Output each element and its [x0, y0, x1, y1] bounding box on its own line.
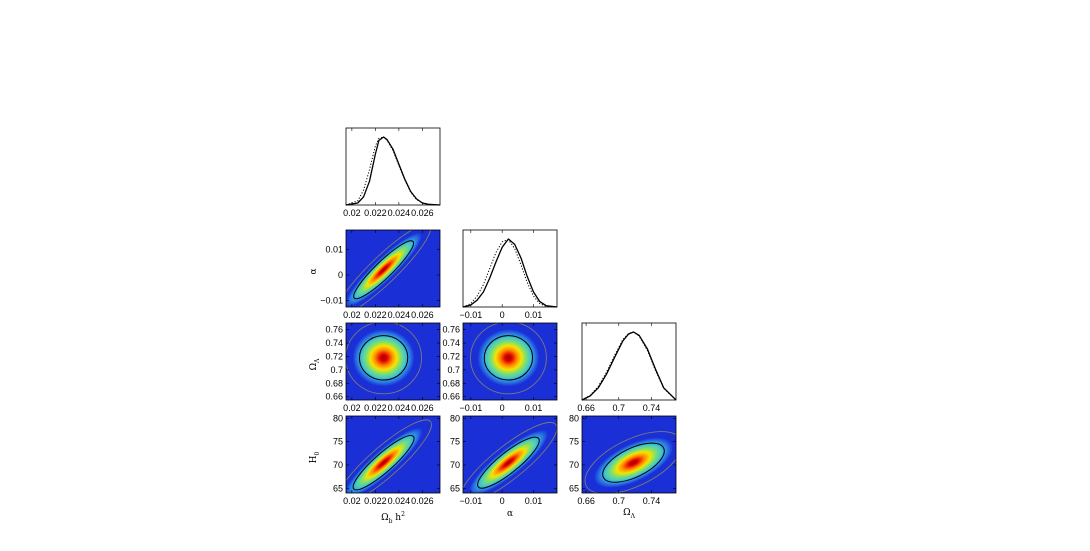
marginal-omega_b_h2-xtick-label: 0.02 — [343, 208, 361, 218]
marginal-omega_b_h2-xtick-label: 0.022 — [364, 208, 387, 218]
joint-omega_b_h2-H0-xtick-label: 0.022 — [364, 496, 387, 506]
density-map — [346, 427, 423, 493]
contour-68 — [602, 442, 665, 483]
marginal-omega_lambda-xtick-label: 0.74 — [643, 403, 661, 413]
joint-omega_b_h2-H0-xtick-label: 0.024 — [388, 496, 411, 506]
marginal-curve-omega_lambda — [581, 331, 677, 401]
contour-68 — [477, 436, 540, 489]
joint-alpha-omega_lambda-ytick-label: 0.76 — [442, 325, 460, 335]
density-map — [352, 329, 415, 387]
joint-omega_b_h2-H0-ytick-label: 65 — [333, 483, 343, 493]
joint-omega_lambda-H0-ytick-label: 75 — [569, 437, 579, 447]
joint-omega_b_h2-omega_lambda-ytick-label: 0.74 — [325, 338, 343, 348]
joint-alpha-omega_lambda-ytick-label: 0.74 — [442, 338, 460, 348]
marginal-omega_b_h2-xtick-label: 0.026 — [411, 208, 434, 218]
marginal-panel-omega_lambda — [581, 322, 677, 401]
density-map — [593, 437, 674, 488]
contour-68 — [483, 335, 534, 381]
joint-panel-omega_b_h2-H0 — [345, 415, 441, 494]
marginal-alpha-xtick-label: −0.01 — [459, 310, 482, 320]
marginal-curve-omega_b_h2 — [345, 136, 441, 206]
marginal-curve-alpha — [462, 238, 558, 308]
joint-omega_b_h2-alpha-xtick-label: 0.026 — [411, 310, 434, 320]
contour-95 — [470, 323, 547, 395]
contour-95 — [463, 422, 557, 493]
joint-omega_b_h2-omega_lambda-xtick-label: 0.02 — [343, 403, 361, 413]
joint-panel-alpha-H0 — [462, 415, 558, 494]
joint-omega_b_h2-alpha-ytick-label: 0 — [338, 270, 343, 280]
joint-omega_lambda-H0-xtick-label: 0.66 — [577, 496, 595, 506]
joint-alpha-H0-ytick-label: 70 — [450, 460, 460, 470]
ylabel-alpha: α — [309, 268, 319, 274]
joint-omega_b_h2-H0-ytick-label: 75 — [333, 437, 343, 447]
contour-95 — [584, 431, 676, 493]
joint-alpha-omega_lambda-ytick-label: 0.72 — [442, 351, 460, 361]
joint-omega_b_h2-omega_lambda-ytick-label: 0.66 — [325, 392, 343, 402]
contour-95 — [346, 230, 432, 307]
joint-omega_b_h2-alpha-xtick-label: 0.02 — [343, 310, 361, 320]
joint-panel-alpha-omega_lambda — [462, 322, 558, 401]
joint-alpha-omega_lambda-xtick-label: 0 — [500, 403, 505, 413]
joint-panel-omega_lambda-H0 — [581, 415, 677, 494]
joint-omega_b_h2-omega_lambda-ytick-label: 0.7 — [330, 365, 343, 375]
mean-likelihood-curve-omega_lambda — [581, 331, 677, 401]
joint-alpha-H0-ytick-label: 65 — [450, 483, 460, 493]
joint-omega_b_h2-H0-ytick-label: 70 — [333, 460, 343, 470]
joint-omega_b_h2-alpha-xtick-label: 0.024 — [388, 310, 411, 320]
joint-omega_lambda-H0-xtick-label: 0.74 — [643, 496, 661, 506]
joint-omega_lambda-H0-ytick-label: 70 — [569, 460, 579, 470]
contour-68 — [352, 434, 415, 491]
ylabel-H0: H0 — [309, 451, 321, 463]
joint-panel-omega_b_h2-alpha — [345, 229, 441, 308]
joint-panel-omega_b_h2-omega_lambda — [345, 322, 441, 401]
contour-95 — [346, 323, 422, 395]
xlabel-omega-lambda: ΩΛ — [623, 508, 635, 520]
marginal-omega_lambda-xtick-label: 0.7 — [613, 403, 626, 413]
joint-omega_lambda-H0-ytick-label: 80 — [569, 413, 579, 423]
marginal-panel-alpha — [462, 229, 558, 308]
joint-omega_b_h2-alpha-ytick-label: 0.01 — [325, 244, 343, 254]
joint-alpha-H0-ytick-label: 75 — [450, 437, 460, 447]
joint-alpha-H0-xtick-label: −0.01 — [459, 496, 482, 506]
joint-omega_b_h2-H0-ytick-label: 80 — [333, 413, 343, 423]
contour-68 — [358, 335, 409, 381]
density-map — [468, 429, 549, 493]
joint-omega_b_h2-omega_lambda-xtick-label: 0.024 — [388, 403, 411, 413]
joint-omega_lambda-H0-ytick-label: 65 — [569, 483, 579, 493]
xlabel-omega-b-h2: Ωb h2 — [381, 511, 405, 525]
joint-alpha-omega_lambda-ytick-label: 0.66 — [442, 392, 460, 402]
marginal-panel-omega_b_h2 — [345, 127, 441, 206]
joint-alpha-omega_lambda-ytick-label: 0.7 — [447, 365, 460, 375]
density-map — [477, 329, 540, 387]
marginal-omega_b_h2-xtick-label: 0.024 — [388, 208, 411, 218]
joint-omega_lambda-H0-xtick-label: 0.7 — [613, 496, 626, 506]
joint-alpha-H0-xtick-label: 0 — [500, 496, 505, 506]
joint-alpha-H0-ytick-label: 80 — [450, 413, 460, 423]
joint-alpha-omega_lambda-xtick-label: 0.01 — [525, 403, 543, 413]
joint-omega_b_h2-omega_lambda-xtick-label: 0.022 — [364, 403, 387, 413]
joint-omega_b_h2-alpha-ytick-label: −0.01 — [320, 296, 343, 306]
marginal-alpha-xtick-label: 0 — [500, 310, 505, 320]
joint-omega_b_h2-alpha-xtick-label: 0.022 — [364, 310, 387, 320]
xlabel-alpha: α — [507, 509, 513, 519]
ylabel-omega-lambda: ΩΛ — [309, 358, 321, 370]
joint-alpha-omega_lambda-ytick-label: 0.68 — [442, 378, 460, 388]
contour-68 — [353, 240, 415, 300]
joint-omega_b_h2-H0-xtick-label: 0.02 — [343, 496, 361, 506]
joint-omega_b_h2-omega_lambda-xtick-label: 0.026 — [411, 403, 434, 413]
joint-omega_b_h2-omega_lambda-ytick-label: 0.72 — [325, 351, 343, 361]
joint-alpha-omega_lambda-xtick-label: −0.01 — [459, 403, 482, 413]
joint-omega_b_h2-H0-xtick-label: 0.026 — [411, 496, 434, 506]
marginal-alpha-xtick-label: 0.01 — [525, 310, 543, 320]
density-map — [346, 232, 423, 307]
marginal-omega_lambda-xtick-label: 0.66 — [577, 403, 595, 413]
joint-alpha-H0-xtick-label: 0.01 — [525, 496, 543, 506]
joint-omega_b_h2-omega_lambda-ytick-label: 0.68 — [325, 378, 343, 388]
contour-95 — [346, 419, 432, 493]
joint-omega_b_h2-omega_lambda-ytick-label: 0.76 — [325, 325, 343, 335]
